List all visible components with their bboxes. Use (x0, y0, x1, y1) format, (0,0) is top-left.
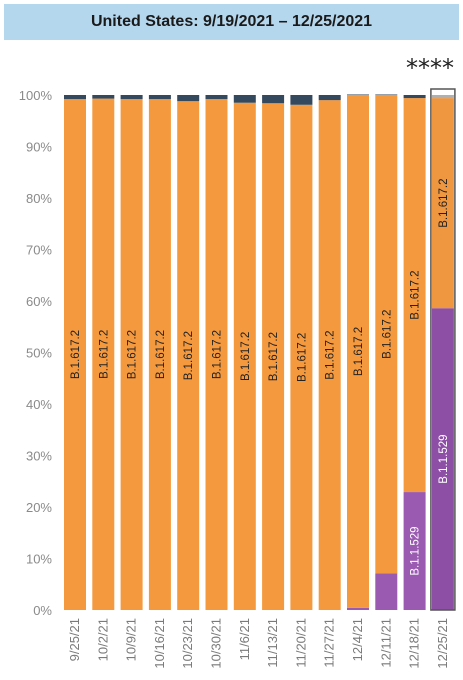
y-axis: 0% 10% 20% 30% 40% 50% 60% 70% 80% 90% 100% (19, 88, 53, 618)
y-tick-label: 40% (26, 397, 52, 412)
bar-segment-b-1-617-2-10-16-21 (148, 99, 171, 611)
x-tick-label: 10/9/21 (124, 618, 139, 661)
bar-segment-b-1-617-2-10-9-21 (120, 99, 143, 611)
x-tick-label: 10/30/21 (209, 618, 224, 669)
x-tick-label: 9/25/21 (67, 618, 82, 661)
bar-label-b-1-617-2: B.1.617.2 (212, 330, 224, 379)
bar-segment-b-1-617-2-12-25-21 (431, 98, 454, 309)
bar-segment-b-1-617-2-12-11-21 (375, 95, 398, 574)
bar-label-b-1-617-2: B.1.617.2 (155, 330, 167, 379)
y-tick-label: 60% (26, 294, 52, 309)
y-tick-label: 70% (26, 243, 52, 258)
bar-label-b-1-617-2: B.1.617.2 (325, 330, 337, 379)
bar-segment-b-1-1-529-12-4-21 (347, 607, 369, 610)
bar-label-b-1-617-2: B.1.617.2 (70, 330, 82, 379)
y-tick-label: 0% (33, 603, 52, 618)
y-tick-label: 20% (26, 500, 52, 515)
x-tick-label: 11/6/21 (237, 618, 252, 660)
bar-segment-b-1-617-2-12-4-21 (347, 95, 369, 608)
bar-segment-other-12-18-21 (403, 95, 426, 99)
x-tick-label: 11/20/21 (293, 618, 308, 668)
bar-label-b-1-617-2: B.1.617.2 (438, 179, 450, 228)
x-tick-label: 11/27/21 (322, 618, 337, 668)
bar-label-b-1-617-2: B.1.617.2 (296, 333, 308, 382)
bar-segment-other-10-9-21 (120, 95, 143, 100)
bar-segment-b-1-617-2-12-18-21 (403, 98, 426, 493)
bar-segment-other-10-23-21 (177, 95, 200, 102)
bar-labels-group: B.1.617.2 B.1.617.2 B.1.617.2 B.1.617.2 B.1.… (70, 179, 450, 576)
bar-segment-b-1-617-2-10-2-21 (92, 98, 115, 610)
bar-segment-b-1-617-2-10-23-21 (177, 101, 200, 611)
projection-annotation: **** (406, 54, 454, 82)
bar-segment-b-1-617-2-11-27-21 (318, 100, 341, 611)
bar-label-b-1-617-2: B.1.617.2 (353, 327, 365, 376)
bar-segment-other-11-6-21 (233, 95, 256, 103)
x-tick-label: 10/23/21 (180, 618, 195, 669)
bar-label-b-1-1-529: B.1.1.529 (438, 434, 450, 483)
bar-label-b-1-617-2: B.1.617.2 (98, 330, 110, 379)
bar-segment-other-11-20-21 (290, 95, 313, 105)
chart-title: United States: 9/19/2021 – 12/25/2021 (90, 13, 373, 30)
x-tick-label: 10/2/21 (95, 618, 110, 661)
x-tick-label: 12/4/21 (350, 618, 365, 661)
bar-segment-b-1-1-529-12-25-21 (431, 308, 454, 610)
bar-segment-other-12-4-21 (347, 94, 369, 95)
bar-segment-other-12-25-21 (431, 95, 454, 99)
bar-segment-b-1-617-2-9-25-21 (64, 99, 86, 611)
y-tick-label: 80% (26, 191, 52, 206)
bar-segment-other-10-2-21 (92, 95, 115, 99)
y-tick-label: 50% (26, 346, 52, 361)
chart-title-bar: United States: 9/19/2021 – 12/25/2021 (4, 4, 459, 40)
x-tick-label: 12/18/21 (407, 618, 422, 669)
x-tick-label: 11/13/21 (265, 618, 280, 668)
bars-group (64, 88, 456, 611)
bar-label-b-1-617-2: B.1.617.2 (183, 331, 195, 380)
bar-segment-b-1-617-2-11-20-21 (290, 104, 313, 610)
x-axis: 9/25/21 10/2/21 10/9/21 10/16/21 10/23/21 10/… (67, 618, 450, 669)
bar-segment-other-10-16-21 (148, 95, 171, 100)
bar-label-b-1-617-2: B.1.617.2 (381, 310, 393, 359)
y-tick-label: 10% (26, 552, 52, 567)
bar-segment-other-10-30-21 (205, 95, 228, 100)
bar-label-b-1-1-529: B.1.1.529 (410, 526, 422, 575)
bar-segment-other-11-13-21 (262, 95, 285, 104)
x-tick-label: 10/16/21 (152, 618, 167, 669)
bar-segment-other-11-27-21 (318, 95, 341, 101)
bar-label-b-1-617-2: B.1.617.2 (240, 332, 252, 381)
bar-label-b-1-617-2: B.1.617.2 (410, 270, 422, 319)
bar-segment-b-1-617-2-11-6-21 (233, 102, 256, 610)
bar-label-b-1-617-2: B.1.617.2 (268, 332, 280, 381)
x-tick-label: 12/11/21 (378, 618, 393, 668)
x-tick-label: 12/25/21 (435, 618, 450, 669)
y-tick-label: 30% (26, 449, 52, 464)
bar-segment-other-12-11-21 (375, 94, 398, 95)
bar-label-b-1-617-2: B.1.617.2 (127, 330, 139, 379)
bar-segment-b-1-1-529-12-18-21 (403, 492, 426, 610)
bar-segment-b-1-617-2-11-13-21 (262, 103, 285, 611)
bar-segment-b-1-1-529-12-11-21 (375, 573, 398, 610)
bar-segment-other-9-25-21 (64, 95, 86, 100)
bar-segment-b-1-617-2-10-30-21 (205, 99, 228, 611)
highlight-border (430, 88, 456, 611)
y-tick-label: 90% (26, 140, 52, 155)
y-tick-label: 100% (19, 88, 53, 103)
